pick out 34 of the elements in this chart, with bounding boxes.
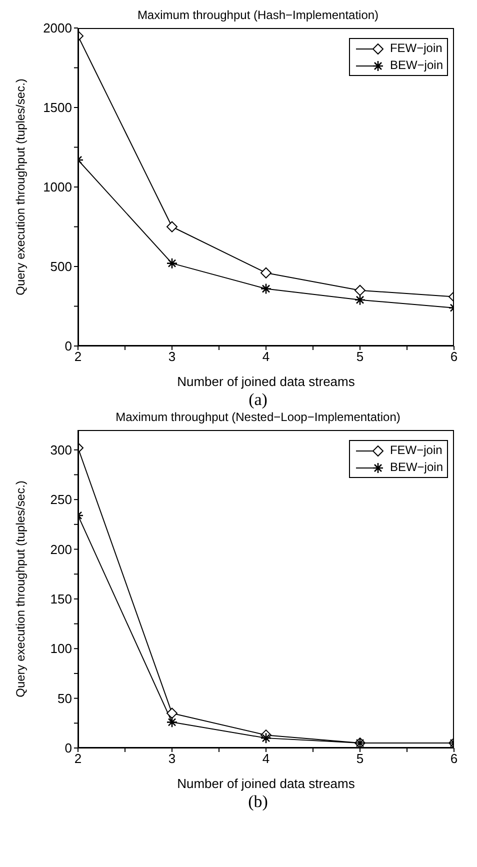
y-tick-label: 150 <box>50 592 72 607</box>
chart-title: Maximum throughput (Nested−Loop−Implementation) <box>114 410 402 424</box>
x-tick-label: 6 <box>450 349 458 364</box>
y-tick-label: 2000 <box>43 20 72 36</box>
x-axis-title: Number of joined data streams <box>177 374 356 389</box>
legend-label: FEW−join <box>390 442 442 459</box>
y-tick-label: 200 <box>50 542 72 557</box>
chart-title: Maximum throughput (Hash−Implementation) <box>136 8 380 22</box>
y-axis-title: Query execution throughput (tuples/sec.) <box>13 78 28 296</box>
legend-label: BEW−join <box>390 57 443 74</box>
y-tick-label: 250 <box>50 492 72 508</box>
x-axis-title: Number of joined data streams <box>177 776 356 791</box>
x-tick-label: 2 <box>74 751 82 766</box>
text: (b) <box>247 792 269 812</box>
y-tick-label: 1000 <box>43 180 72 195</box>
y-tick-label: 100 <box>50 641 72 656</box>
y-tick-label: 300 <box>50 442 72 458</box>
x-tick-label: 2 <box>74 349 82 364</box>
x-tick-label: 5 <box>356 349 364 364</box>
x-tick-label: 4 <box>262 349 270 364</box>
y-tick-label: 50 <box>58 690 72 706</box>
x-tick-label: 4 <box>262 751 270 766</box>
y-axis-title: Query execution throughput (tuples/sec.) <box>13 480 28 698</box>
x-tick-label: 3 <box>168 751 176 766</box>
y-tick-label: 500 <box>50 259 72 274</box>
x-tick-label: 5 <box>356 751 364 766</box>
text: (a) <box>248 390 268 410</box>
legend-label: FEW−join <box>390 40 442 57</box>
legend-label: BEW−join <box>390 459 443 476</box>
x-tick-label: 3 <box>168 349 176 364</box>
y-tick-label: 1500 <box>43 100 72 116</box>
y-tick-label: 0 <box>64 740 72 756</box>
y-tick-label: 0 <box>64 338 72 354</box>
x-tick-label: 6 <box>450 751 458 766</box>
